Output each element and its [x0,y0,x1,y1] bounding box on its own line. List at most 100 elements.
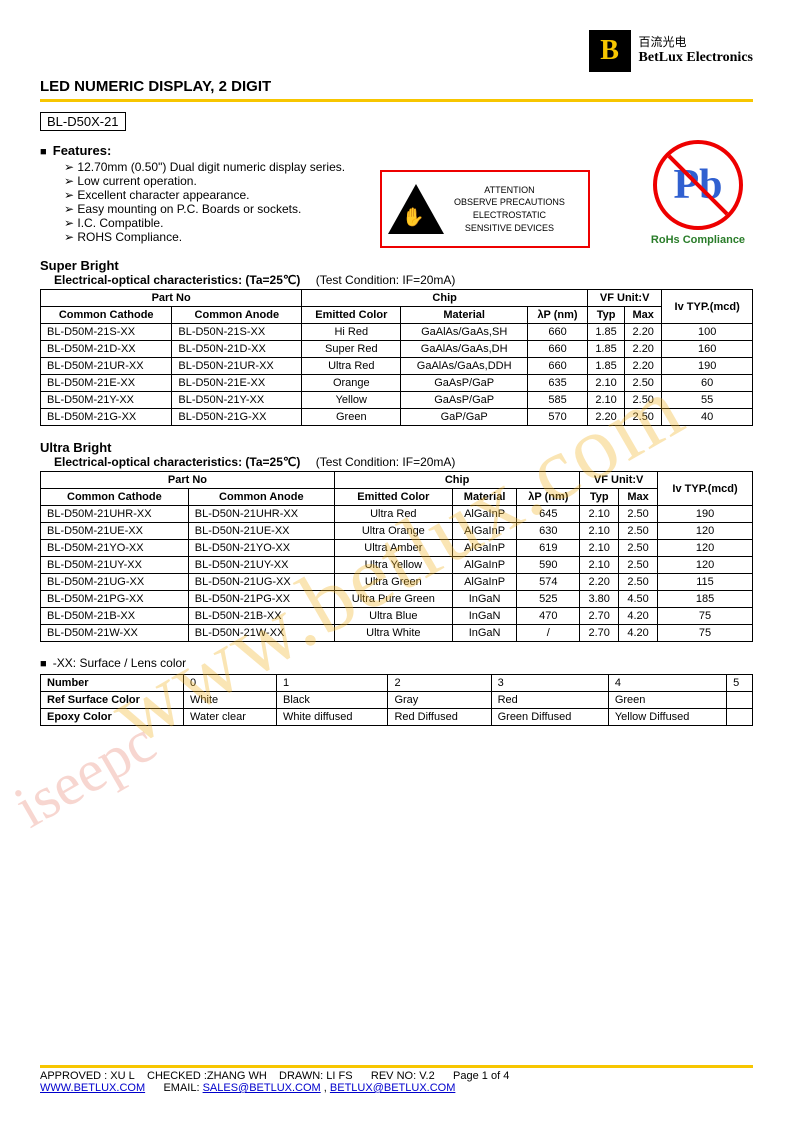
section1-table: Part No Chip VF Unit:V Iv TYP.(mcd) Comm… [40,289,753,426]
th-vf: VF Unit:V [588,290,662,307]
table-row: BL-D50M-21UG-XXBL-D50N-21UG-XXUltra Gree… [41,574,753,591]
table-cell: 190 [658,506,753,523]
footer-email2-link[interactable]: BETLUX@BETLUX.COM [330,1082,455,1094]
table-row: BL-D50M-21PG-XXBL-D50N-21PG-XXUltra Pure… [41,591,753,608]
lens-col: 1 [277,675,388,692]
lens-cell: Green Diffused [491,709,608,726]
lens-r1-label: Number [41,675,184,692]
esd-line: SENSITIVE DEVICES [454,222,565,235]
footer-url-link[interactable]: WWW.BETLUX.COM [40,1082,145,1094]
table-cell: 2.70 [580,608,619,625]
table-cell: BL-D50M-21B-XX [41,608,189,625]
table-cell: 120 [658,523,753,540]
table-cell: 100 [662,324,753,341]
table-cell: Super Red [302,341,401,358]
table-cell: 185 [658,591,753,608]
table-cell: GaAlAs/GaAs,DH [401,341,528,358]
table-cell: 3.80 [580,591,619,608]
table-cell: 115 [658,574,753,591]
table-cell: BL-D50N-21S-XX [172,324,302,341]
table-cell: BL-D50N-21PG-XX [188,591,334,608]
table-cell: 660 [528,324,588,341]
th-cathode: Common Cathode [41,489,189,506]
table-cell: 1.85 [588,324,625,341]
table-row: BL-D50M-21S-XXBL-D50N-21S-XXHi RedGaAlAs… [41,324,753,341]
footer-page: Page 1 of 4 [453,1070,509,1082]
lens-cell: Black [277,692,388,709]
lens-r3-label: Epoxy Color [41,709,184,726]
table-cell: BL-D50M-21UG-XX [41,574,189,591]
lens-col: 3 [491,675,608,692]
table-cell: 2.50 [625,392,662,409]
footer-email-label: EMAIL: [163,1082,202,1094]
table-cell: BL-D50N-21B-XX [188,608,334,625]
table-cell: Ultra Blue [334,608,452,625]
table-cell: 2.20 [625,358,662,375]
table-row: BL-D50M-21W-XXBL-D50N-21W-XXUltra WhiteI… [41,625,753,642]
table-row: BL-D50M-21UHR-XXBL-D50N-21UHR-XXUltra Re… [41,506,753,523]
esd-line: OBSERVE PRECAUTIONS [454,196,565,209]
section2-condition: (Test Condition: IF=20mA) [316,455,456,469]
th-max: Max [625,307,662,324]
table-cell: 660 [528,358,588,375]
rohs-badge: Pb RoHs Compliance [643,140,753,246]
lens-cell: Red Diffused [388,709,491,726]
lens-cell: Gray [388,692,491,709]
table-cell: 2.50 [619,557,658,574]
table-cell: 4.50 [619,591,658,608]
footer-email1-link[interactable]: SALES@BETLUX.COM [203,1082,321,1094]
table-cell: Hi Red [302,324,401,341]
table-cell: GaAlAs/GaAs,SH [401,324,528,341]
table-cell: 1.85 [588,341,625,358]
footer-divider [40,1065,753,1068]
table-cell: InGaN [452,625,517,642]
table-cell: 120 [658,540,753,557]
table-cell: 60 [662,375,753,392]
table-cell: Ultra Yellow [334,557,452,574]
watermark-secondary: iseepc [3,707,167,842]
th-emitted: Emitted Color [302,307,401,324]
title-divider [40,99,753,102]
th-emitted: Emitted Color [334,489,452,506]
table-cell: GaAsP/GaP [401,392,528,409]
th-typ: Typ [588,307,625,324]
table-cell: 75 [658,608,753,625]
table-row: BL-D50M-21UY-XXBL-D50N-21UY-XXUltra Yell… [41,557,753,574]
table-cell: 4.20 [619,608,658,625]
table-cell: AlGaInP [452,557,517,574]
lens-col: 2 [388,675,491,692]
section1-condition: (Test Condition: IF=20mA) [316,273,456,287]
footer-drawn: DRAWN: LI FS [279,1070,353,1082]
table-cell: BL-D50N-21UHR-XX [188,506,334,523]
table-cell: 574 [517,574,580,591]
table-cell: Ultra Pure Green [334,591,452,608]
th-typ: Typ [580,489,619,506]
esd-warning-box: ✋ ATTENTION OBSERVE PRECAUTIONS ELECTROS… [380,170,590,248]
table-row: BL-D50M-21UE-XXBL-D50N-21UE-XXUltra Oran… [41,523,753,540]
th-anode: Common Anode [188,489,334,506]
table-cell: BL-D50N-21YO-XX [188,540,334,557]
table-cell: 2.10 [580,540,619,557]
rohs-circle-icon: Pb [653,140,743,230]
table-cell: BL-D50N-21UR-XX [172,358,302,375]
table-cell: 190 [662,358,753,375]
table-cell: 2.50 [619,523,658,540]
table-cell: 2.10 [580,557,619,574]
th-vf: VF Unit:V [580,472,658,489]
section1-heading: Super Bright [40,258,753,273]
th-lambda: λP (nm) [528,307,588,324]
th-partno: Part No [41,290,302,307]
section2-char-line: Electrical-optical characteristics: (Ta=… [54,455,753,469]
table-cell: BL-D50M-21E-XX [41,375,172,392]
table-cell: / [517,625,580,642]
table-cell: BL-D50M-21D-XX [41,341,172,358]
table-cell: BL-D50N-21G-XX [172,409,302,426]
table-cell: 619 [517,540,580,557]
table-cell: 2.20 [580,574,619,591]
table-cell: 525 [517,591,580,608]
table-cell: Yellow [302,392,401,409]
esd-hand-icon: ✋ [402,207,424,228]
table-cell: BL-D50M-21UR-XX [41,358,172,375]
table-cell: GaAlAs/GaAs,DDH [401,358,528,375]
section2-table: Part No Chip VF Unit:V Iv TYP.(mcd) Comm… [40,471,753,642]
